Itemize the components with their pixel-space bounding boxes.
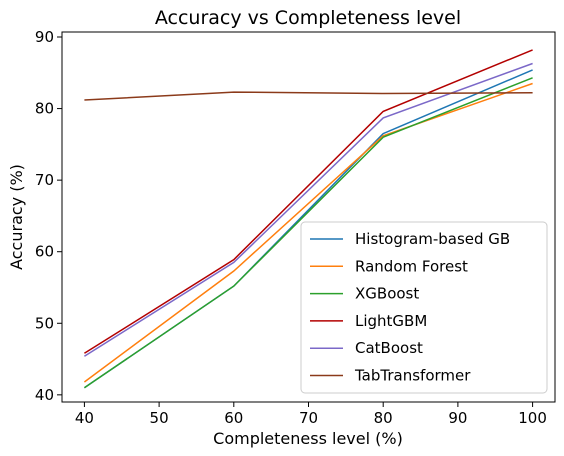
legend-box xyxy=(300,221,548,394)
legend: Histogram-based GB Random Forest XGBoost Li… xyxy=(300,221,548,394)
legend-label: LightGBM xyxy=(355,312,427,330)
x-tick-label: 60 xyxy=(224,409,243,427)
series-line-tabtransformer xyxy=(84,91,533,101)
y-tick-label: 70 xyxy=(35,171,54,189)
y-axis-label: Accuracy (%) xyxy=(7,164,26,270)
series-line-catboost xyxy=(84,62,533,357)
legend-label: Random Forest xyxy=(355,257,468,275)
series-line-random-forest xyxy=(83,82,533,383)
x-axis-label: Completeness level (%) xyxy=(213,429,403,448)
x-tick-label: 40 xyxy=(75,409,94,427)
x-tick-label: 70 xyxy=(299,409,318,427)
legend-label: TabTransformer xyxy=(354,367,471,385)
y-tick-label: 80 xyxy=(35,100,54,118)
series-line-xgboost xyxy=(83,77,533,389)
y-tick-label: 90 xyxy=(35,28,54,46)
x-tick-label: 90 xyxy=(448,409,467,427)
series-line-lightgbm xyxy=(84,49,533,354)
x-axis-ticks: 40 50 60 70 80 90 100 xyxy=(75,402,547,427)
legend-label: XGBoost xyxy=(355,285,419,303)
x-tick-label: 50 xyxy=(150,409,169,427)
legend-label: Histogram-based GB xyxy=(355,230,510,248)
x-tick-label: 80 xyxy=(374,409,393,427)
y-tick-label: 60 xyxy=(35,243,54,261)
y-axis-ticks: 40 50 60 70 80 90 xyxy=(35,28,62,404)
y-tick-label: 50 xyxy=(35,314,54,332)
y-tick-label: 40 xyxy=(35,386,54,404)
chart-title: Accuracy vs Completeness level xyxy=(155,7,461,29)
plot-area xyxy=(83,49,533,389)
legend-label: CatBoost xyxy=(355,339,423,357)
x-tick-label: 100 xyxy=(518,409,547,427)
